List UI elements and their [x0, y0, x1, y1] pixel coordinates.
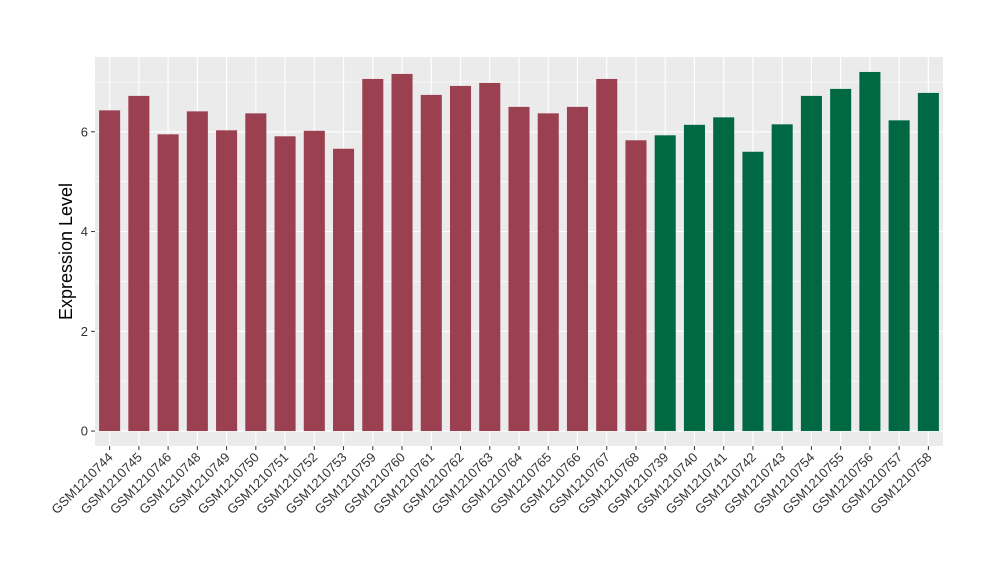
- bar-GSM1210758: [917, 92, 939, 432]
- bar-GSM1210763: [479, 82, 501, 432]
- bar-GSM1210765: [537, 113, 559, 432]
- bar-GSM1210739: [654, 135, 676, 432]
- bar-GSM1210751: [274, 136, 296, 432]
- bar-GSM1210746: [157, 134, 179, 432]
- bar-GSM1210759: [362, 78, 384, 432]
- bar-GSM1210744: [99, 110, 121, 432]
- bar-GSM1210767: [596, 78, 618, 432]
- bar-GSM1210742: [742, 151, 764, 432]
- bar-GSM1210748: [186, 111, 208, 432]
- bar-GSM1210749: [216, 130, 238, 432]
- bar-GSM1210768: [625, 140, 647, 432]
- bar-GSM1210757: [888, 120, 910, 432]
- bar-GSM1210754: [800, 95, 822, 432]
- bar-GSM1210764: [508, 106, 530, 432]
- bar-GSM1210766: [566, 106, 589, 432]
- bar-GSM1210740: [683, 124, 705, 432]
- bar-GSM1210760: [391, 73, 413, 432]
- bar-GSM1210750: [245, 113, 267, 432]
- y-tick-label: 2: [81, 324, 88, 339]
- y-tick-label: 0: [81, 424, 88, 439]
- bars: [99, 71, 939, 432]
- bar-GSM1210743: [771, 124, 793, 432]
- bar-GSM1210755: [830, 88, 852, 432]
- bar-GSM1210753: [333, 148, 355, 432]
- y-tick-label: 6: [81, 124, 88, 139]
- bar-GSM1210761: [420, 94, 442, 432]
- bar-GSM1210745: [128, 95, 150, 432]
- y-axis-title: Expression Level: [56, 183, 76, 320]
- bar-GSM1210762: [449, 85, 472, 432]
- bar-GSM1210752: [303, 130, 325, 432]
- bar-GSM1210741: [713, 117, 735, 432]
- y-tick-label: 4: [81, 224, 88, 239]
- bar-GSM1210756: [859, 71, 881, 432]
